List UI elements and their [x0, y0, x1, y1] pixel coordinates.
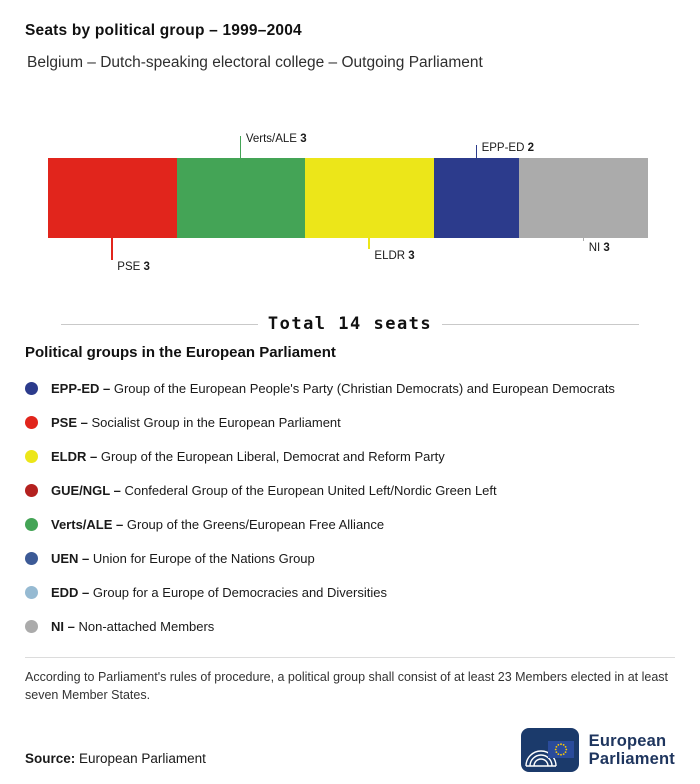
legend-dot-gue-ngl — [25, 483, 38, 497]
bar-segment-eldr — [305, 158, 434, 238]
bar-label-pse: PSE 3 — [117, 261, 150, 273]
legend-item-eldr: ELDR – Group of the European Liberal, De… — [25, 439, 675, 473]
ep-logo-wordmark: European Parliament — [589, 732, 675, 769]
page-subtitle: Belgium – Dutch-speaking electoral colle… — [27, 54, 483, 71]
legend-label-gue-ngl: GUE/NGL – Confederal Group of the Europe… — [51, 482, 497, 498]
legend-dot-uen — [25, 551, 38, 565]
footnote-divider — [25, 657, 675, 658]
bar-label-eldr: ELDR 3 — [374, 250, 415, 262]
legend-dot-pse — [25, 415, 38, 429]
legend-label-edd: EDD – Group for a Europe of Democracies … — [51, 584, 387, 600]
source-text: European Parliament — [79, 751, 206, 766]
bar-segment-ni — [519, 158, 648, 238]
eu-flag-icon — [547, 741, 574, 758]
ep-logo-icon — [520, 728, 579, 772]
total-rule-left — [61, 323, 258, 325]
legend-dot-verts-ale — [25, 517, 38, 531]
legend-label-epp-ed: EPP-ED – Group of the European People's … — [51, 380, 615, 396]
footnote: According to Parliament's rules of proce… — [25, 670, 668, 703]
european-parliament-logo: European Parliament — [520, 728, 675, 772]
ep-logo-line1: European — [588, 731, 667, 750]
leader-line-epp-ed — [475, 145, 478, 158]
leader-line-ni — [582, 238, 585, 241]
legend-dot-eldr — [25, 449, 38, 463]
legend-item-ni: NI – Non-attached Members — [25, 609, 675, 643]
leader-line-verts-ale — [239, 136, 242, 158]
bar-label-epp-ed: EPP-ED 2 — [481, 142, 534, 154]
footer-row: Source: European Parliament — [25, 728, 675, 772]
bar-label-verts-ale: Verts/ALE 3 — [245, 133, 307, 145]
legend-item-gue-ngl: GUE/NGL – Confederal Group of the Europe… — [25, 473, 675, 507]
leader-line-pse — [111, 238, 113, 260]
hemicycle-icon — [524, 750, 557, 767]
legend-list: EPP-ED – Group of the European People's … — [25, 371, 675, 643]
legend-dot-edd — [25, 585, 38, 599]
total-seats-row: Total 14 seats — [61, 314, 640, 334]
bar-segment-pse — [48, 158, 177, 238]
legend-heading: Political groups in the European Parliam… — [25, 344, 336, 361]
seats-stacked-bar-chart: PSE 3 Verts/ALE 3 ELDR 3 EPP-ED 2 NI 3 — [48, 116, 648, 306]
bar-segment-verts-ale — [176, 158, 306, 238]
legend-label-pse: PSE – Socialist Group in the European Pa… — [51, 414, 341, 430]
legend-item-epp-ed: EPP-ED – Group of the European People's … — [25, 371, 675, 405]
total-seats-label: Total 14 seats — [267, 314, 433, 334]
bar-label-ni: NI 3 — [588, 242, 610, 254]
total-rule-right — [442, 323, 640, 325]
source-line: Source: European Parliament — [25, 751, 206, 772]
legend-item-pse: PSE – Socialist Group in the European Pa… — [25, 405, 675, 439]
source-label: Source: — [25, 751, 76, 766]
leader-line-eldr — [368, 238, 370, 249]
legend-label-eldr: ELDR – Group of the European Liberal, De… — [51, 448, 445, 464]
legend-item-verts-ale: Verts/ALE – Group of the Greens/European… — [25, 507, 675, 541]
ep-logo-line2: Parliament — [588, 750, 675, 768]
legend-dot-epp-ed — [25, 381, 38, 395]
legend-item-edd: EDD – Group for a Europe of Democracies … — [25, 575, 675, 609]
legend-dot-ni — [25, 619, 38, 633]
legend-label-uen: UEN – Union for Europe of the Nations Gr… — [51, 550, 315, 566]
legend-label-ni: NI – Non-attached Members — [51, 618, 215, 634]
seats-bar — [48, 158, 648, 238]
page-title: Seats by political group – 1999–2004 — [25, 22, 302, 39]
bar-segment-epp-ed — [433, 158, 520, 238]
legend-item-uen: UEN – Union for Europe of the Nations Gr… — [25, 541, 675, 575]
legend-label-verts-ale: Verts/ALE – Group of the Greens/European… — [51, 516, 385, 532]
